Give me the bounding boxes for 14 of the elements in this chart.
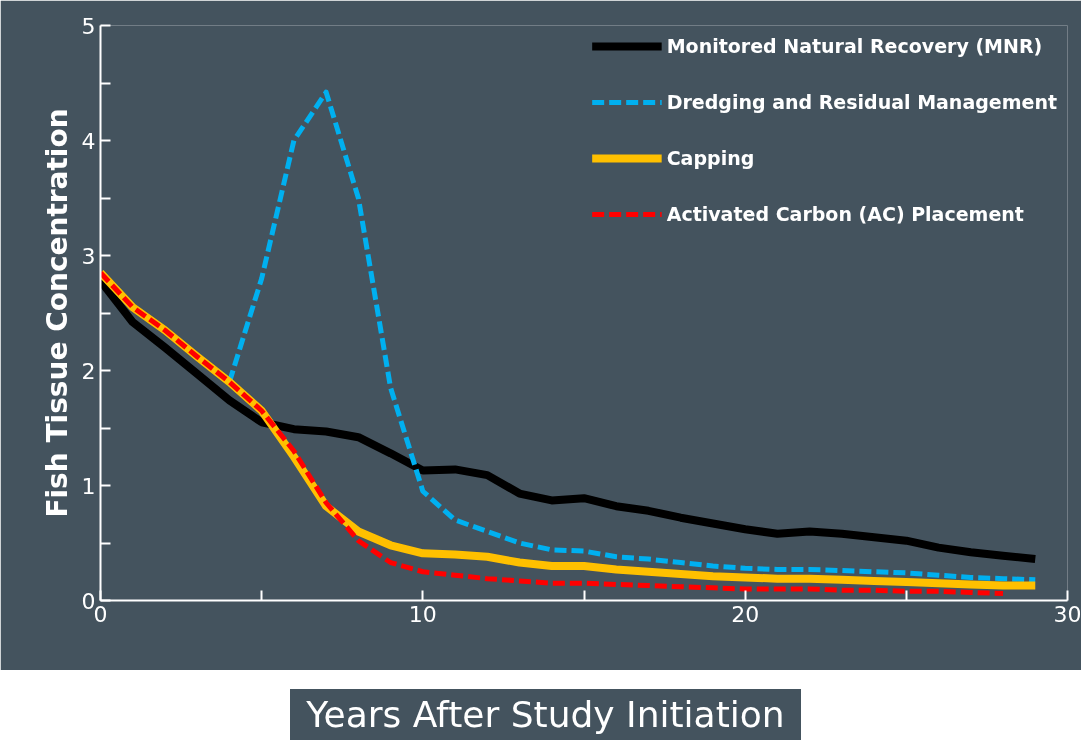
y-tick-label: 5 xyxy=(81,13,96,39)
y-tick-label: 2 xyxy=(81,358,96,384)
y-tick-label: 4 xyxy=(81,128,96,154)
x-tick-label: 30 xyxy=(1053,601,1081,627)
x-axis-title: Years After Study Initiation xyxy=(290,688,801,741)
y-tick-label: 1 xyxy=(81,473,96,499)
y-tick-label: 3 xyxy=(81,243,96,269)
legend-label: Capping xyxy=(666,147,755,169)
y-axis-title: Fish Tissue Concentration xyxy=(40,108,74,518)
x-tick-label: 10 xyxy=(408,601,437,627)
legend-label: Monitored Natural Recovery (MNR) xyxy=(666,35,1043,57)
legend-label: Dredging and Residual Management xyxy=(666,91,1057,113)
x-tick-label: 20 xyxy=(731,601,760,627)
legend-label: Activated Carbon (AC) Placement xyxy=(666,203,1024,225)
